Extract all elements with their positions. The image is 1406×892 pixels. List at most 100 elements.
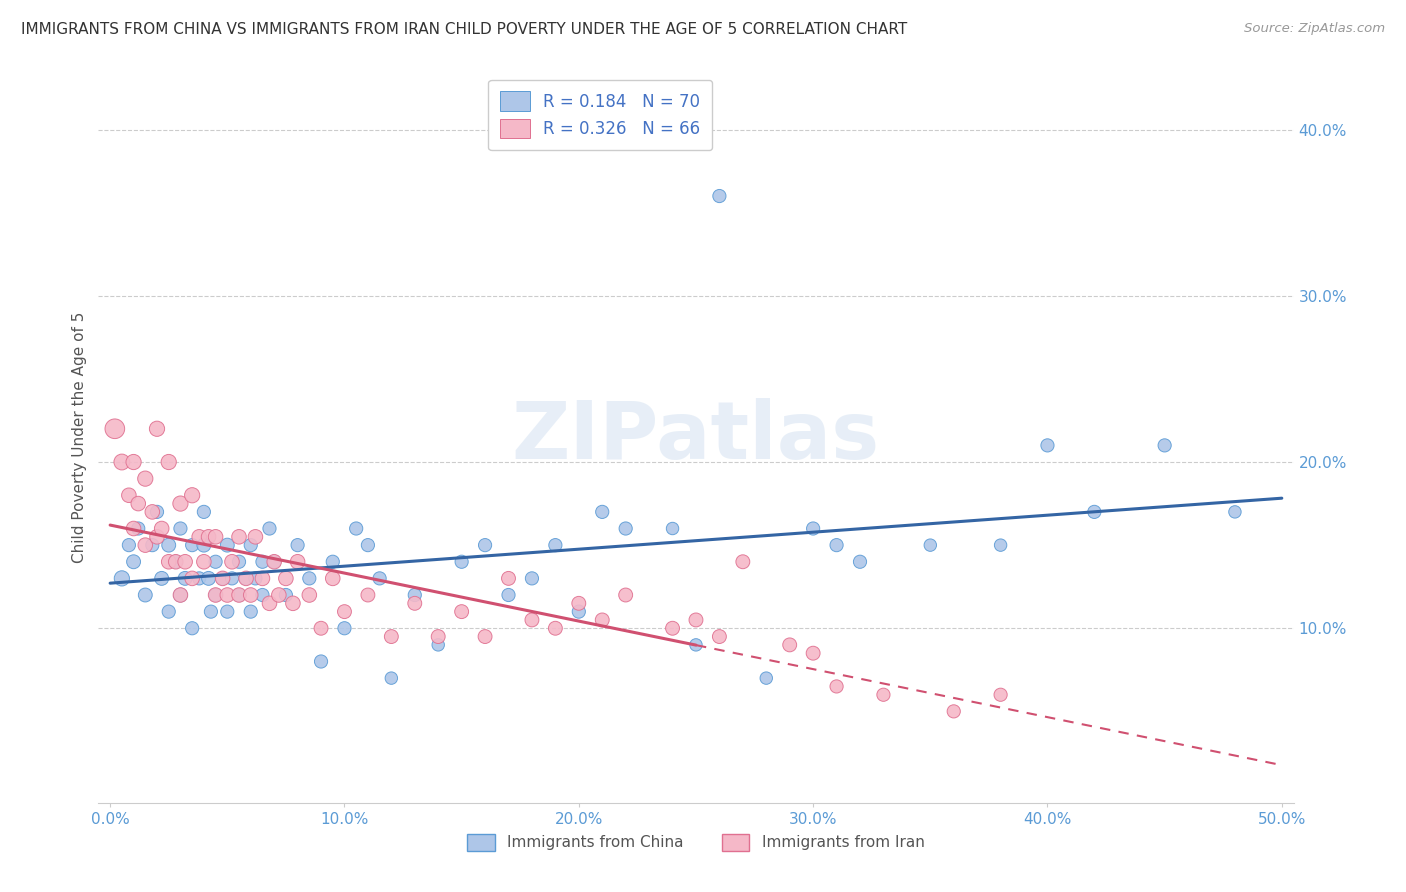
Point — [252, 588, 274, 602]
Point — [204, 588, 226, 602]
Point — [427, 638, 450, 652]
Legend: Immigrants from China, Immigrants from Iran: Immigrants from China, Immigrants from I… — [461, 828, 931, 857]
Point — [661, 621, 683, 635]
Point — [217, 538, 239, 552]
Point — [146, 505, 169, 519]
Point — [825, 538, 848, 552]
Point — [221, 555, 243, 569]
Point — [281, 596, 304, 610]
Point — [235, 571, 257, 585]
Point — [193, 505, 215, 519]
Point — [204, 530, 226, 544]
Point — [211, 571, 233, 585]
Point — [181, 538, 204, 552]
Point — [252, 571, 274, 585]
Point — [118, 538, 141, 552]
Point — [357, 538, 380, 552]
Point — [193, 555, 215, 569]
Point — [134, 472, 156, 486]
Point — [157, 538, 180, 552]
Point — [150, 571, 173, 585]
Point — [591, 613, 613, 627]
Point — [474, 538, 496, 552]
Point — [333, 605, 356, 619]
Point — [544, 538, 567, 552]
Point — [245, 571, 267, 585]
Text: ZIPatlas: ZIPatlas — [512, 398, 880, 476]
Point — [1223, 505, 1246, 519]
Point — [228, 588, 250, 602]
Point — [942, 705, 965, 719]
Point — [204, 588, 226, 602]
Point — [825, 680, 848, 694]
Point — [111, 571, 134, 585]
Point — [252, 555, 274, 569]
Point — [287, 538, 309, 552]
Point — [181, 571, 204, 585]
Point — [309, 655, 332, 669]
Point — [450, 555, 472, 569]
Point — [204, 555, 226, 569]
Point — [181, 488, 204, 502]
Point — [169, 497, 191, 511]
Point — [520, 571, 543, 585]
Point — [245, 530, 267, 544]
Point — [380, 671, 402, 685]
Point — [134, 538, 156, 552]
Point — [298, 588, 321, 602]
Point — [263, 555, 285, 569]
Point — [849, 555, 872, 569]
Point — [990, 538, 1012, 552]
Point — [228, 588, 250, 602]
Point — [309, 621, 332, 635]
Point — [228, 530, 250, 544]
Point — [344, 521, 367, 535]
Point — [104, 422, 127, 436]
Point — [920, 538, 942, 552]
Point — [165, 555, 187, 569]
Point — [122, 555, 145, 569]
Point — [357, 588, 380, 602]
Point — [274, 588, 297, 602]
Point — [498, 571, 520, 585]
Point — [122, 521, 145, 535]
Point — [450, 605, 472, 619]
Point — [221, 571, 243, 585]
Text: Source: ZipAtlas.com: Source: ZipAtlas.com — [1244, 22, 1385, 36]
Point — [259, 596, 281, 610]
Point — [141, 538, 163, 552]
Point — [157, 455, 180, 469]
Point — [157, 605, 180, 619]
Point — [685, 613, 707, 627]
Point — [197, 530, 219, 544]
Point — [544, 621, 567, 635]
Point — [169, 521, 191, 535]
Point — [568, 596, 591, 610]
Point — [498, 588, 520, 602]
Point — [193, 538, 215, 552]
Point — [404, 596, 426, 610]
Point — [779, 638, 801, 652]
Point — [1083, 505, 1105, 519]
Point — [111, 455, 134, 469]
Point — [165, 555, 187, 569]
Point — [333, 621, 356, 635]
Point — [134, 588, 156, 602]
Point — [474, 630, 496, 644]
Point — [211, 571, 233, 585]
Point — [731, 555, 754, 569]
Point — [298, 571, 321, 585]
Point — [239, 538, 262, 552]
Point — [380, 630, 402, 644]
Point — [141, 505, 163, 519]
Point — [801, 521, 824, 535]
Point — [188, 571, 211, 585]
Point — [591, 505, 613, 519]
Point — [1153, 438, 1175, 452]
Point — [614, 521, 637, 535]
Point — [197, 571, 219, 585]
Point — [181, 621, 204, 635]
Point — [274, 571, 297, 585]
Point — [174, 555, 197, 569]
Text: IMMIGRANTS FROM CHINA VS IMMIGRANTS FROM IRAN CHILD POVERTY UNDER THE AGE OF 5 C: IMMIGRANTS FROM CHINA VS IMMIGRANTS FROM… — [21, 22, 907, 37]
